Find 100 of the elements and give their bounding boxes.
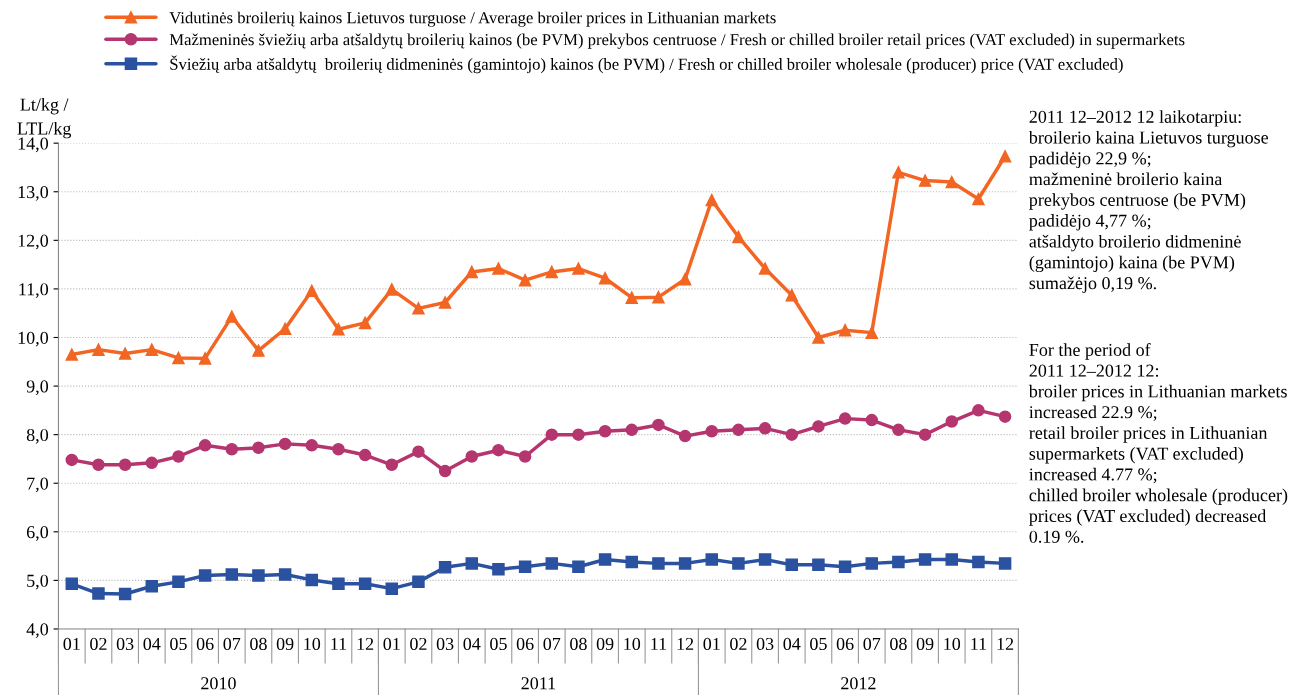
y-tick-label: 6,0 (26, 526, 49, 541)
point (918, 174, 932, 187)
point (732, 423, 745, 437)
text: 2010 (201, 677, 236, 690)
point (732, 230, 745, 244)
point (252, 344, 265, 357)
point (465, 557, 479, 570)
point (785, 288, 799, 302)
point (118, 458, 132, 472)
point (758, 553, 772, 566)
x-tick-label: 09 (276, 637, 294, 651)
x-tick-label: 07 (223, 637, 241, 651)
point (865, 326, 879, 339)
point (998, 150, 1012, 163)
point (518, 450, 532, 463)
point (945, 553, 959, 566)
point (785, 558, 799, 572)
x-tick-label: 04 (783, 637, 801, 651)
point (198, 569, 212, 582)
point (438, 464, 452, 478)
point (678, 557, 692, 570)
point (305, 573, 319, 587)
point (732, 557, 745, 570)
point (918, 553, 932, 566)
point (385, 283, 399, 296)
point (625, 423, 639, 437)
point (65, 577, 79, 591)
x-tick-label: 09 (596, 637, 614, 651)
point (465, 450, 479, 463)
x-tick-label: 11 (971, 637, 987, 650)
point (758, 422, 772, 435)
point (838, 323, 852, 337)
point (758, 262, 772, 275)
x-tick-label: 08 (250, 637, 267, 651)
point (385, 582, 399, 595)
point (225, 568, 239, 581)
x-tick-label: 07 (543, 637, 561, 651)
point (518, 273, 532, 287)
point (945, 175, 959, 189)
point (892, 166, 905, 179)
point (332, 322, 345, 336)
point (305, 284, 319, 298)
point (358, 448, 372, 462)
point (252, 569, 265, 582)
x-tick-label: 05 (490, 637, 507, 651)
point (972, 555, 985, 569)
point (598, 271, 612, 285)
point (785, 428, 799, 441)
point (278, 322, 292, 335)
y-tick-label: 11,0 (19, 283, 49, 298)
x-tick-label: 01 (703, 637, 720, 651)
point (198, 439, 212, 452)
x-tick-label: 03 (436, 637, 454, 651)
point (972, 192, 985, 206)
y-tick-label: 12,0 (18, 234, 49, 250)
point (332, 442, 345, 456)
point (465, 265, 479, 279)
x-tick-label: 04 (143, 637, 161, 651)
point (705, 553, 719, 566)
point (225, 310, 239, 323)
point (92, 587, 105, 600)
point (572, 560, 585, 574)
point (198, 352, 212, 365)
point (172, 575, 185, 589)
x-tick-label: 07 (863, 637, 881, 651)
point (892, 423, 905, 437)
x-tick-label: 06 (196, 637, 214, 651)
point (145, 343, 159, 356)
point (625, 555, 639, 569)
y-axis-title: Lt/kg / LTL/kg (17, 97, 72, 139)
y-tick-label: 9,0 (26, 380, 49, 396)
point (652, 418, 665, 432)
point (972, 404, 985, 417)
legend-label: Mažmeninės šviežių arba atšaldytų broilerių kainos (be PVM) prekybos centruose / Fresh or chilled broiler retail prices (VAT excluded) in supermarkets (169, 33, 1185, 49)
x-tick-label: 08 (890, 637, 907, 651)
point (838, 412, 852, 425)
y-tick-label: 13,0 (18, 186, 49, 201)
point (998, 410, 1012, 423)
y-tick-label: 14,0 (18, 137, 49, 153)
x-tick-label: 03 (116, 637, 134, 651)
point (92, 458, 105, 472)
legend-label: Šviežių arba atšaldytų broilerių didmeninės (gamintojo) kainos (be PVM) / Fresh or chilled broiler wholesale (producer) price (VAT excluded) (170, 55, 1123, 74)
point (678, 429, 692, 443)
point (812, 331, 825, 344)
point (278, 568, 292, 581)
point (118, 587, 132, 601)
x-tick-label: 06 (836, 637, 854, 651)
x-tick-label: 01 (383, 637, 400, 651)
point (865, 413, 879, 427)
x-tick-label: 01 (63, 637, 80, 651)
point (65, 453, 79, 467)
point (332, 577, 345, 591)
point (492, 443, 505, 457)
point (678, 272, 692, 286)
x-tick-label: 12 (357, 637, 374, 650)
point (705, 425, 719, 438)
point (412, 575, 425, 589)
point (518, 560, 532, 574)
point (145, 456, 159, 470)
point (92, 343, 105, 356)
